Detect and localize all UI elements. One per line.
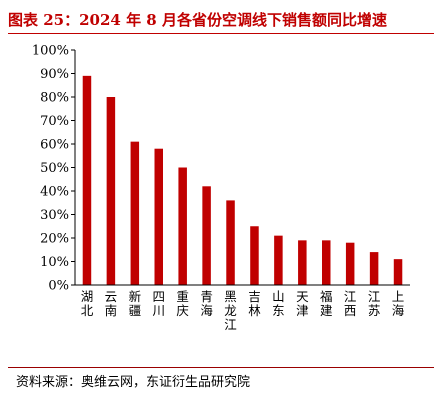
bar — [82, 75, 92, 285]
x-category-label: 云南 — [105, 289, 118, 318]
y-axis: 0% 10% 20% 30% 40% 50% 60% 70% 80% 90% 100% — [32, 44, 76, 294]
x-category-label: 青海 — [200, 289, 213, 318]
source-note: 资料来源：奥维云网，东证衍生品研究院 — [16, 375, 251, 390]
x-category-label: 江西 — [344, 289, 357, 318]
x-category-label: 山东 — [272, 289, 285, 318]
bar — [322, 240, 331, 285]
bar — [130, 141, 140, 285]
y-tick-label: 100% — [32, 44, 69, 59]
y-tick-label: 80% — [40, 91, 69, 106]
y-tick-label: 70% — [40, 114, 69, 129]
bar — [226, 200, 235, 285]
x-category-label: 江苏 — [368, 289, 381, 318]
y-tick-label: 50% — [40, 161, 69, 176]
x-category-label: 四川 — [152, 289, 165, 318]
y-tick-label: 40% — [40, 185, 69, 200]
bar — [274, 235, 283, 285]
bar — [298, 240, 307, 285]
bar — [369, 252, 379, 285]
bar — [178, 167, 187, 285]
chart-title: 图表 25：2024 年 8 月各省份空调线下销售额同比增速 — [8, 11, 387, 29]
title-divider — [8, 33, 434, 34]
x-category-label: 重庆 — [176, 289, 189, 318]
x-category-label: 福建 — [320, 289, 333, 318]
bar — [106, 97, 116, 285]
x-category-label: 上海 — [392, 289, 405, 318]
bar — [250, 226, 259, 285]
bar — [154, 148, 163, 285]
x-category-label: 湖北 — [81, 289, 94, 318]
bar — [202, 186, 211, 285]
bar — [345, 242, 355, 285]
y-tick-label: 20% — [40, 232, 69, 247]
source-divider — [8, 367, 434, 368]
y-tick-label: 90% — [40, 67, 69, 82]
y-tick-label: 30% — [40, 208, 69, 223]
y-tick-label: 0% — [48, 279, 69, 294]
x-category-label: 新疆 — [129, 289, 142, 318]
bar — [393, 259, 403, 285]
y-tick-label: 10% — [40, 255, 69, 270]
x-category-label: 黑龙江 — [224, 289, 237, 332]
y-tick-label: 60% — [40, 138, 69, 153]
bars-group — [82, 75, 403, 285]
x-category-label: 天津 — [296, 289, 309, 318]
x-category-label: 吉林 — [248, 289, 261, 318]
